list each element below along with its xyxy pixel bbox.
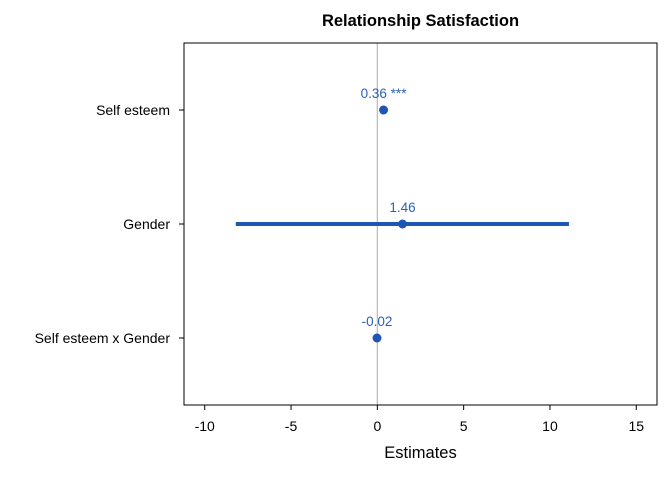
x-tick-label: 15 [628,418,644,434]
estimate-label: 1.46 [389,200,415,215]
x-tick-label: -10 [195,418,215,434]
x-tick-label: 5 [460,418,468,434]
x-axis-label: Estimates [384,444,456,462]
point-estimate [398,219,408,229]
x-tick-label: 0 [373,418,381,434]
y-tick-label: Self esteem x Gender [35,330,171,346]
estimate-label: 0.36 *** [361,86,408,101]
estimate-label: -0.02 [362,314,393,329]
x-tick-label: 10 [542,418,558,434]
y-tick-label: Self esteem [96,102,170,118]
x-tick-label: -5 [285,418,298,434]
plot-area: -10 -5 0 5 10 15 Self esteem 0.36 *** Gender 1.46… [35,42,658,434]
y-tick-label: Gender [123,216,170,232]
chart-title: Relationship Satisfaction [322,12,519,30]
point-estimate [372,333,382,343]
point-estimate [379,105,389,115]
